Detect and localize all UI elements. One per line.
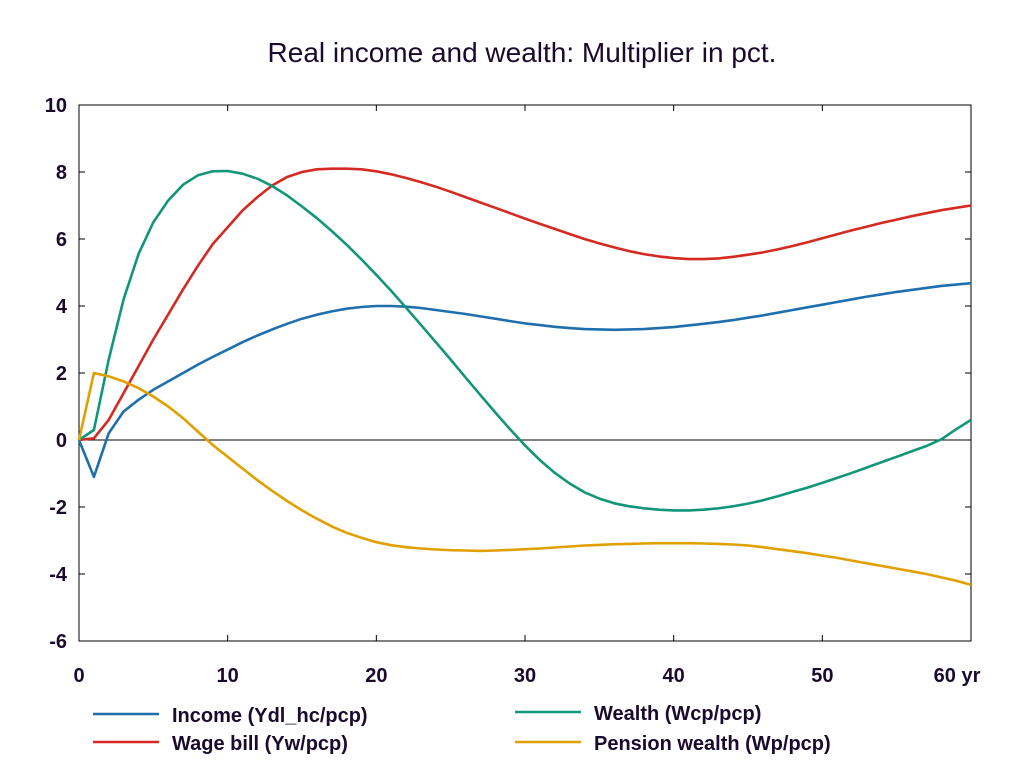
y-tick-label: 6 [56, 229, 67, 251]
plot-area-border [78, 104, 972, 642]
legend-label: Wage bill (Yw/pcp) [172, 733, 348, 755]
legend-label: Pension wealth (Wp/pcp) [594, 733, 831, 755]
x-tick-label: 50 [811, 665, 833, 687]
plot-frame [78, 104, 972, 642]
chart-title: Real income and wealth: Multiplier in pc… [268, 37, 777, 68]
y-tick-label: 8 [56, 162, 67, 184]
y-tick-label: 0 [56, 430, 67, 452]
legend-label: Wealth (Wcp/pcp) [594, 703, 761, 725]
y-tick-label: 2 [56, 363, 67, 385]
x-tick-label: 40 [663, 665, 685, 687]
y-tick-label: 4 [56, 296, 68, 318]
legend-label: Income (Ydl_hc/pcp) [172, 705, 368, 727]
series-line [77, 371, 972, 586]
y-tick-label: 10 [45, 95, 67, 117]
y-tick-label: -4 [49, 564, 68, 586]
series-line [77, 281, 972, 479]
x-tick-label: 60 yr [934, 665, 981, 687]
y-tick-label: -2 [49, 497, 67, 519]
series-line [78, 169, 972, 512]
y-tick-label: -6 [49, 631, 67, 653]
axis-ticks: -6 -4 -2 0 2 4 6 8 10 0 10 20 30 40 50 60 yr [45, 95, 981, 687]
x-tick-label: 10 [217, 665, 239, 687]
x-tick-label: 30 [514, 665, 536, 687]
x-tick-label: 20 [365, 665, 387, 687]
series-line [78, 167, 972, 442]
x-tick-label: 0 [73, 665, 84, 687]
legend: Income (Ydl_hc/pcp) Wage bill (Yw/pcp) Wea… [93, 703, 831, 755]
series-lines [77, 167, 972, 586]
